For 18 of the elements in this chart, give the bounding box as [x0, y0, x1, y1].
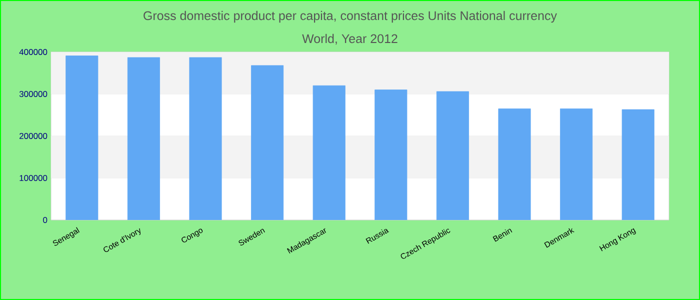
y-tick-label: 300000: [19, 90, 48, 98]
bar: [436, 91, 469, 220]
chart-title: Gross domestic product per capita, constant prices Units National currency: [144, 10, 557, 23]
y-tick-label: 100000: [20, 175, 48, 182]
bar: [251, 65, 284, 220]
bar: [622, 109, 654, 220]
bar: [560, 108, 593, 220]
bar: [127, 57, 160, 220]
y-tick-label: 200000: [20, 132, 48, 140]
y-tick-label: 0: [43, 217, 48, 224]
bar: [374, 90, 408, 220]
bar: [498, 108, 531, 220]
bar: [312, 85, 346, 220]
x-tick-label: Benin: [492, 228, 512, 242]
bar: [66, 56, 98, 220]
chart-subtitle: World, Year 2012: [302, 34, 398, 45]
bar: [189, 57, 222, 220]
y-tick-label: 400000: [19, 48, 48, 56]
